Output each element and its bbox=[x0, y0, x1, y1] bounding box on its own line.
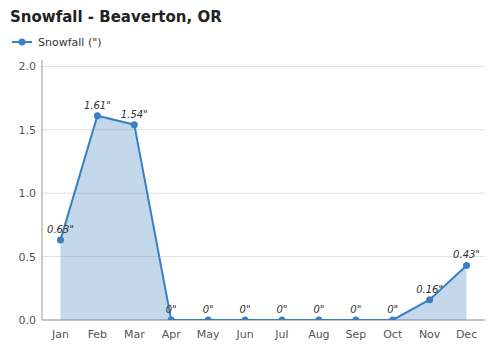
y-tick-label: 1.0 bbox=[19, 187, 37, 200]
point bbox=[242, 317, 249, 321]
area bbox=[60, 116, 466, 320]
data-label: 0" bbox=[166, 304, 177, 315]
x-tick-label: Jul bbox=[274, 328, 288, 341]
point bbox=[57, 237, 64, 244]
point bbox=[94, 112, 101, 119]
data-label: 0" bbox=[387, 304, 398, 315]
x-tick-label: Jan bbox=[51, 328, 69, 341]
point bbox=[205, 317, 212, 321]
data-label: 0.63" bbox=[47, 224, 74, 235]
data-label: 0" bbox=[350, 304, 361, 315]
y-tick-label: 2.0 bbox=[19, 60, 37, 73]
x-tick-label: May bbox=[197, 328, 220, 341]
point bbox=[352, 317, 359, 321]
chart: Snowfall - Beaverton, OR 0.0 0.5 1.0 1.5 2.0 J… bbox=[0, 0, 500, 350]
grid bbox=[42, 66, 485, 320]
x-tick-label: Nov bbox=[419, 328, 441, 341]
x-tick-label: Oct bbox=[383, 328, 403, 341]
data-label: 0.16" bbox=[416, 284, 443, 295]
point bbox=[278, 317, 285, 321]
line bbox=[60, 116, 466, 320]
legend-marker bbox=[19, 39, 26, 46]
y-tick-label: 0.0 bbox=[19, 314, 37, 327]
legend: Snowfall (") bbox=[12, 36, 102, 49]
plot-area bbox=[57, 112, 470, 320]
data-label: 0.43" bbox=[453, 249, 480, 260]
x-tick-label: Mar bbox=[124, 328, 145, 341]
data-label: 0" bbox=[203, 304, 214, 315]
point bbox=[389, 317, 396, 321]
x-tick-label: Feb bbox=[88, 328, 107, 341]
data-label: 1.54" bbox=[121, 109, 148, 120]
legend-label: Snowfall (") bbox=[38, 36, 102, 49]
point bbox=[131, 121, 138, 128]
x-tick-label: Apr bbox=[162, 328, 182, 341]
title: Snowfall - Beaverton, OR bbox=[10, 8, 222, 26]
x-tick-label: Jun bbox=[235, 328, 253, 341]
point bbox=[426, 296, 433, 303]
x-tick-label: Dec bbox=[456, 328, 477, 341]
point bbox=[315, 317, 322, 321]
x-tick-label: Sep bbox=[345, 328, 366, 341]
data-label: 0" bbox=[276, 304, 287, 315]
data-label: 0" bbox=[240, 304, 251, 315]
point bbox=[168, 317, 175, 321]
y-tick-label: 0.5 bbox=[19, 251, 37, 264]
y-axis-line bbox=[42, 60, 43, 320]
x-tick-label: Aug bbox=[308, 328, 329, 341]
data-label: 0" bbox=[313, 304, 324, 315]
y-tick-label: 1.5 bbox=[19, 124, 37, 137]
point bbox=[463, 262, 470, 269]
data-label: 1.61" bbox=[84, 100, 111, 111]
grid-line bbox=[42, 66, 485, 67]
